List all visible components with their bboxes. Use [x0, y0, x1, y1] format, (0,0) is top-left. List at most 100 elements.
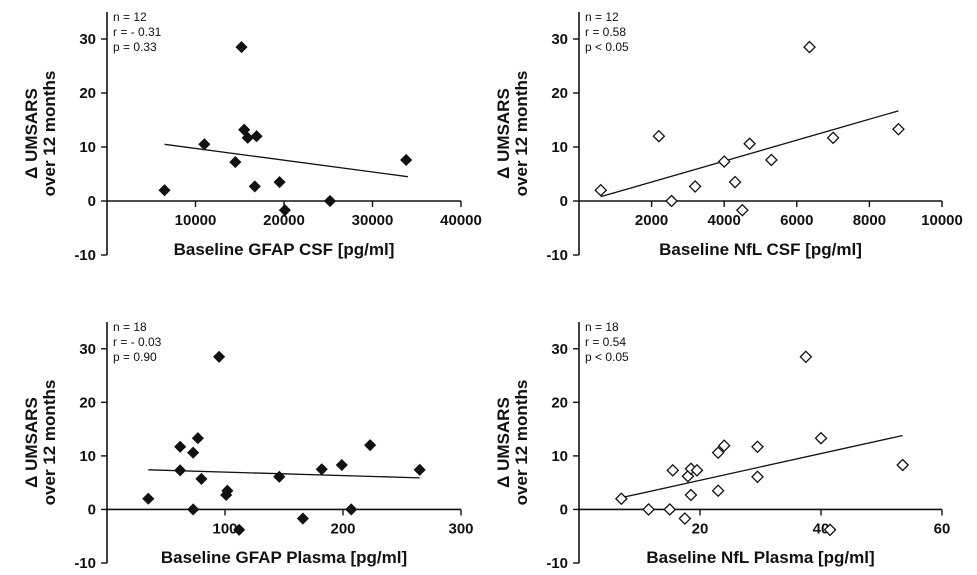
- data-point: [614, 492, 628, 506]
- x-tick-label: 40: [813, 520, 830, 537]
- data-point: [652, 129, 666, 143]
- x-tick-label: 20: [692, 520, 709, 537]
- data-point: [688, 180, 702, 193]
- data-point: [248, 180, 261, 193]
- data-point: [213, 350, 226, 363]
- data-point: [400, 153, 413, 167]
- x-axis-title: Baseline GFAP CSF [pg/ml]: [174, 240, 395, 259]
- x-tick-label: 40000: [440, 212, 482, 229]
- data-point: [826, 131, 840, 145]
- stat-annotation: p = 0.90: [113, 350, 157, 364]
- x-tick-label: 4000: [708, 212, 741, 229]
- data-point: [684, 488, 698, 502]
- panel-gfap-plasma: -10 0 10 20 30 100 200 300 Baseline GFAP Plasma …: [22, 320, 474, 572]
- y-tick-label: 10: [79, 139, 96, 156]
- data-point: [892, 122, 905, 136]
- data-point: [142, 492, 155, 505]
- x-tick-label: 10000: [175, 212, 217, 229]
- y-axis-title-line: over 12 months: [512, 71, 531, 197]
- data-point: [229, 156, 242, 169]
- y-axis-title-line: Δ UMSARS: [494, 397, 513, 488]
- data-point: [174, 440, 187, 453]
- y-tick-label: 0: [88, 501, 96, 518]
- data-point: [273, 470, 286, 483]
- data-point: [711, 446, 725, 460]
- y-tick-label: 20: [79, 394, 96, 411]
- data-point: [594, 183, 608, 197]
- x-axis-title: Baseline NfL CSF [pg/ml]: [659, 240, 862, 259]
- data-point: [678, 512, 692, 525]
- stat-annotation: r = 0.54: [585, 335, 626, 349]
- y-tick-label: 30: [551, 31, 568, 48]
- data-point: [273, 176, 286, 189]
- x-tick-label: 200: [330, 520, 355, 537]
- data-point: [711, 484, 725, 498]
- regression-line: [600, 110, 899, 198]
- panel-nfl-plasma: -10 0 10 20 30 20 40 60 Baseline NfL Plasma [pg/…: [494, 320, 950, 572]
- data-point: [174, 464, 187, 477]
- regression-line: [164, 143, 408, 178]
- y-axis-title-line: over 12 months: [512, 380, 531, 506]
- y-tick-label: 10: [79, 448, 96, 465]
- regression-line: [621, 434, 903, 499]
- data-point: [335, 458, 348, 472]
- x-axis-title: Baseline GFAP Plasma [pg/ml]: [161, 548, 407, 567]
- data-point: [235, 41, 248, 54]
- y-tick-label: 0: [560, 501, 568, 518]
- data-point: [751, 440, 764, 454]
- y-tick-label: 30: [79, 341, 96, 358]
- data-point: [296, 512, 309, 525]
- data-point: [717, 439, 731, 453]
- data-point: [250, 130, 263, 143]
- panel-nfl-csf: -10 0 10 20 30 2000 4000 6000 8000 10000 Baseline …: [494, 10, 963, 264]
- y-tick-label: 10: [551, 448, 568, 465]
- data-point: [364, 439, 377, 452]
- data-point: [315, 463, 328, 476]
- stat-annotation: r = - 0.03: [113, 335, 162, 349]
- stat-annotation: p = 0.33: [113, 40, 157, 54]
- x-tick-label: 10000: [921, 212, 963, 229]
- data-point: [665, 194, 678, 208]
- stat-annotation: n = 18: [585, 320, 619, 334]
- regression-line: [148, 469, 420, 479]
- data-point: [195, 472, 208, 485]
- x-tick-label: 6000: [780, 212, 813, 229]
- data-point: [717, 155, 731, 168]
- y-axis-title-line: Δ UMSARS: [22, 397, 41, 488]
- data-point: [751, 470, 764, 484]
- data-point: [198, 138, 211, 151]
- data-point: [823, 523, 837, 537]
- x-tick-label: 300: [448, 520, 473, 537]
- y-axis-title-line: Δ UMSARS: [494, 88, 513, 179]
- x-tick-label: 30000: [352, 212, 394, 229]
- y-tick-label: -10: [74, 555, 96, 572]
- x-axis-title: Baseline NfL Plasma [pg/ml]: [646, 548, 874, 567]
- data-point: [896, 458, 910, 472]
- x-tick-label: 2000: [635, 212, 668, 229]
- data-point: [233, 523, 246, 536]
- data-point: [187, 446, 200, 459]
- y-tick-label: 20: [79, 85, 96, 102]
- y-axis-title-line: Δ UMSARS: [22, 88, 41, 179]
- y-axis-title-line: over 12 months: [40, 380, 59, 506]
- panel-gfap-csf: -10 0 10 20 30 10000 20000 30000 40000 Baseline G…: [22, 10, 482, 264]
- stat-annotation: r = - 0.31: [113, 25, 162, 39]
- stat-annotation: n = 12: [585, 10, 619, 24]
- y-tick-label: 20: [551, 85, 568, 102]
- data-point: [735, 203, 749, 217]
- y-tick-label: -10: [74, 247, 96, 264]
- data-point: [803, 40, 816, 54]
- data-point: [690, 463, 704, 477]
- y-tick-label: 0: [88, 193, 96, 210]
- data-point: [323, 194, 337, 208]
- data-point: [278, 204, 291, 217]
- data-point: [728, 175, 742, 189]
- data-point: [799, 350, 813, 364]
- y-axis-title-line: over 12 months: [40, 71, 59, 197]
- y-tick-label: -10: [546, 555, 568, 572]
- y-tick-label: 30: [79, 31, 96, 48]
- data-point: [345, 503, 358, 516]
- data-point: [666, 463, 680, 477]
- y-tick-label: 10: [551, 139, 568, 156]
